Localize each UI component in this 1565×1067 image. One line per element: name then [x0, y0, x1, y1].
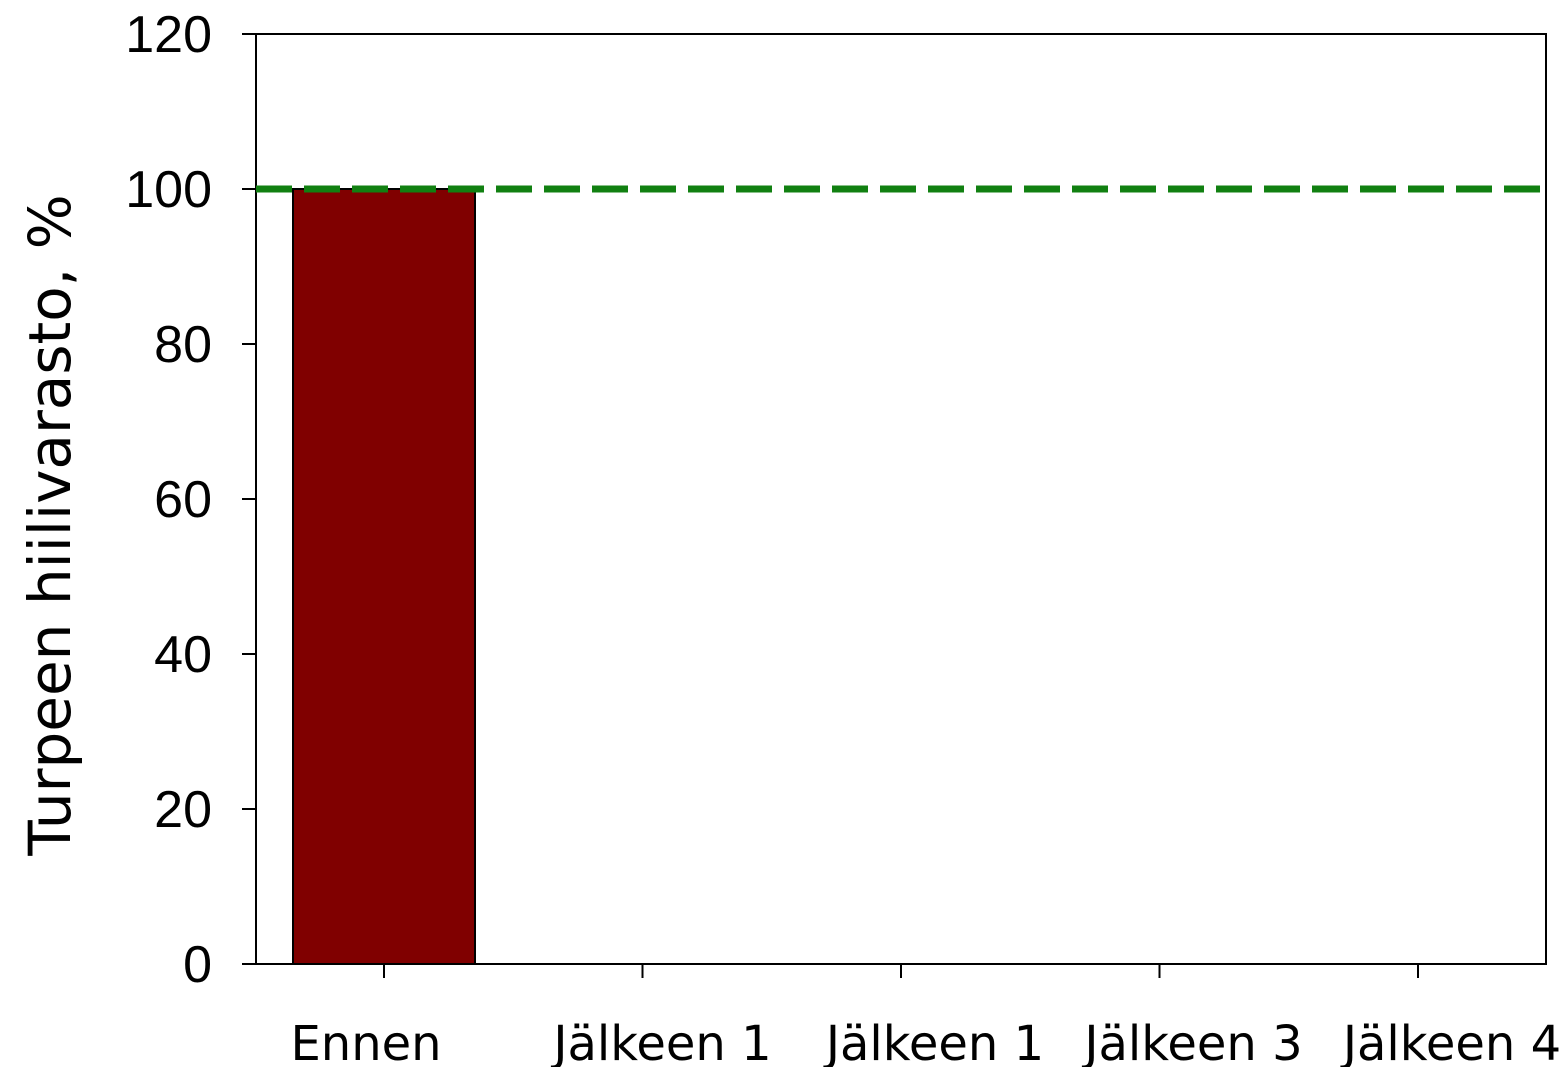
x-tick-label: Jälkeen 3 [1081, 1016, 1302, 1067]
y-tick-label: 100 [125, 161, 212, 219]
y-tick-label: 20 [154, 781, 212, 839]
y-tick-label: 80 [154, 316, 212, 374]
x-tick-label: Jälkeen 4 [1340, 1016, 1561, 1067]
x-tick-label: Jälkeen 1 [550, 1016, 771, 1067]
y-axis: 0 20 40 60 80 100 120 [125, 6, 256, 994]
y-tick-label: 40 [154, 626, 212, 684]
x-tick-label: Ennen [290, 1016, 441, 1067]
bars-layer [292, 188, 476, 965]
y-tick-label: 0 [183, 936, 212, 994]
x-tick-label: Jälkeen 1 [823, 1016, 1044, 1067]
bar [292, 188, 476, 965]
y-tick-label: 120 [125, 6, 212, 64]
y-axis-title: Turpeen hiilivarasto, % [16, 194, 84, 857]
y-tick-label: 60 [154, 471, 212, 529]
x-axis: Ennen Jälkeen 1 Jälkeen 1 Jälkeen 3 Jälkeen … [290, 964, 1561, 1067]
